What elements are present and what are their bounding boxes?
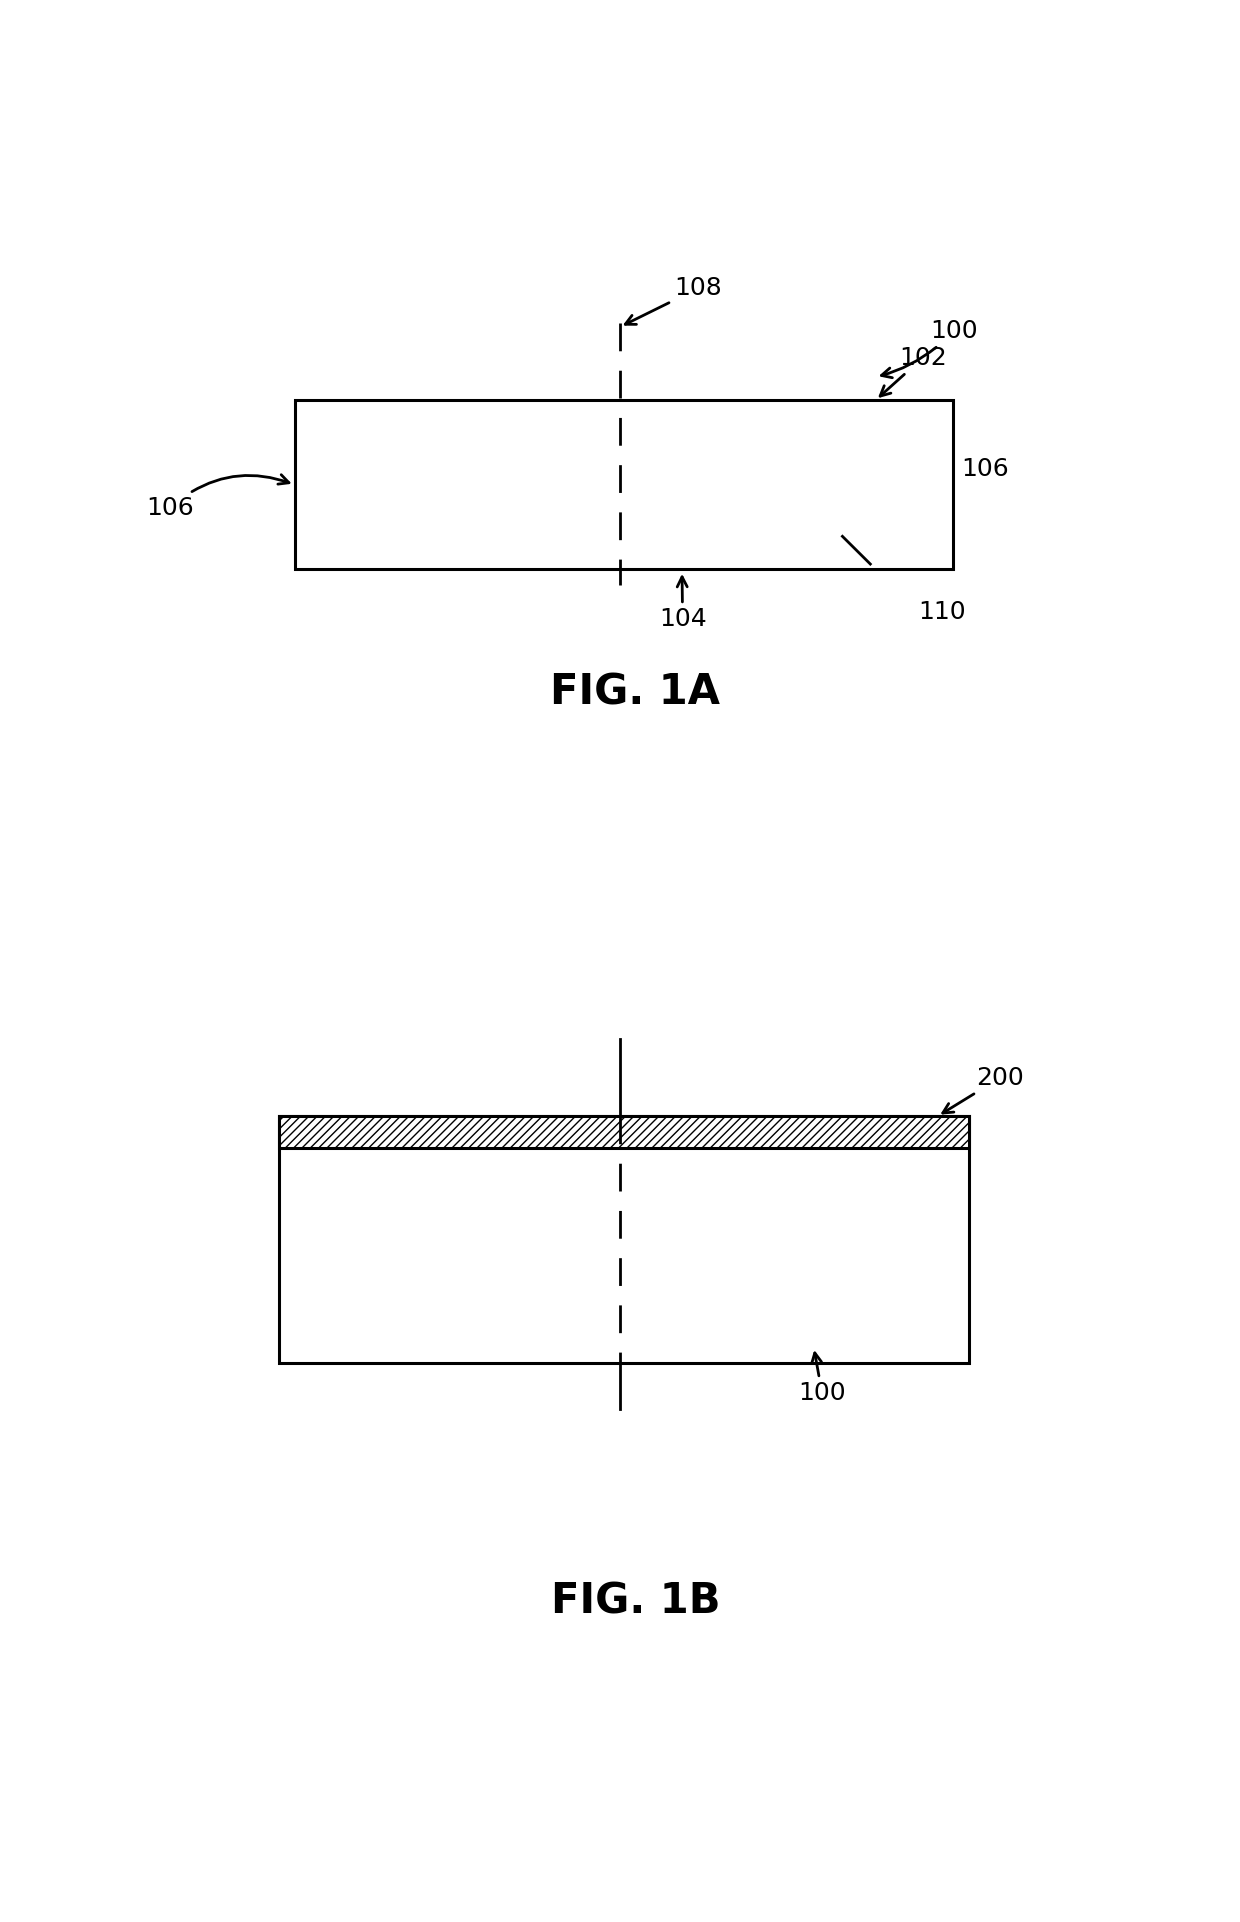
Bar xyxy=(295,400,954,569)
Text: 106: 106 xyxy=(961,457,1009,480)
Text: FIG. 1A: FIG. 1A xyxy=(551,671,720,713)
Text: FIG. 1B: FIG. 1B xyxy=(551,1580,720,1622)
Text: 106: 106 xyxy=(146,475,289,519)
Text: 108: 108 xyxy=(625,277,722,325)
Text: 100: 100 xyxy=(882,319,977,379)
Text: 200: 200 xyxy=(942,1065,1024,1113)
Bar xyxy=(279,1117,968,1149)
Text: 110: 110 xyxy=(919,600,966,625)
Bar xyxy=(279,1117,968,1363)
Text: 102: 102 xyxy=(880,346,947,396)
Text: 104: 104 xyxy=(658,577,707,632)
Text: 100: 100 xyxy=(799,1353,846,1405)
